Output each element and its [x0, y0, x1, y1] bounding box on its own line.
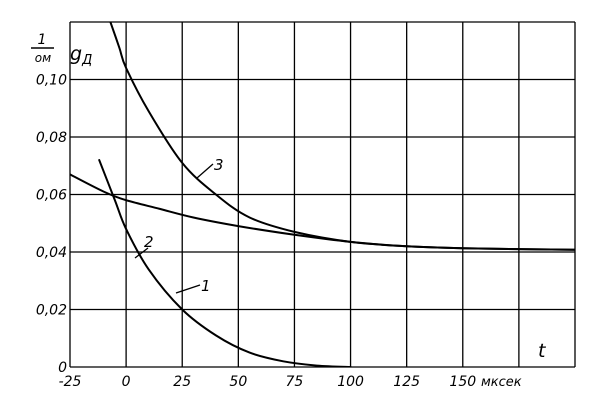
curve-1-label: 1	[201, 277, 211, 295]
y-axis-label-sub: Д	[81, 53, 92, 68]
x-tick-label: -25	[59, 374, 82, 390]
curve-3-leader	[196, 163, 214, 179]
curves	[70, 22, 575, 367]
curve-3-label: 3	[214, 156, 224, 174]
y-tick-label: 0,10	[36, 73, 67, 89]
y-tick-label: 0	[58, 360, 67, 376]
curve-1-leader	[175, 284, 201, 294]
x-tick-label: 25	[173, 374, 191, 390]
x-unit-label: мксек	[481, 375, 522, 390]
y-tick-label: 0,06	[36, 188, 67, 204]
x-tick-labels: -25 0 25 50 75 100 125 150	[59, 374, 477, 390]
y-axis-label: gД	[70, 43, 92, 68]
x-tick-label: 100	[337, 374, 364, 390]
y-tick-label: 0,04	[36, 245, 67, 261]
x-tick-label: 75	[286, 374, 304, 390]
y-tick-label: 0,02	[36, 303, 67, 319]
y-axis-label-main: g	[70, 43, 82, 65]
grid	[69, 21, 576, 368]
x-tick-label: 125	[393, 374, 420, 390]
curve-2-leader	[134, 247, 149, 259]
y-unit-numerator: 1	[38, 32, 47, 48]
y-tick-labels: 0 0,02 0,04 0,06 0,08 0,10	[36, 73, 67, 377]
x-axis-label: t	[538, 340, 547, 362]
curve-3-line	[109, 22, 575, 251]
y-unit-denominator: ом	[35, 51, 51, 65]
x-tick-label: 50	[229, 374, 247, 390]
curve-1-line	[98, 159, 352, 367]
curve-2-label: 2	[144, 233, 154, 251]
x-tick-label: 0	[122, 374, 131, 390]
x-tick-label: 150	[449, 374, 476, 390]
y-tick-label: 0,08	[36, 130, 67, 146]
